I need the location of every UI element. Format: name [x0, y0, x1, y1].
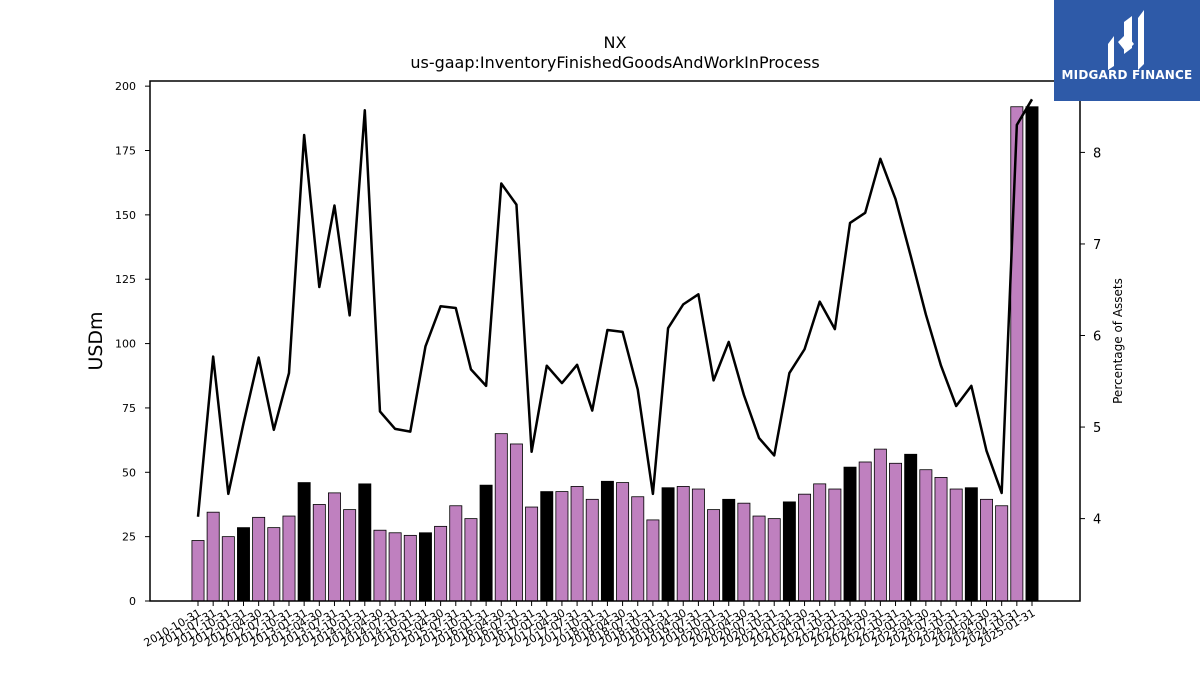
- y-tick-label: 75: [122, 402, 136, 415]
- y2-tick-label: 6: [1093, 330, 1101, 345]
- bar: [221, 536, 235, 602]
- bar: [934, 477, 948, 602]
- bar: [206, 511, 220, 602]
- bar: [964, 487, 978, 602]
- bar: [631, 496, 645, 602]
- bar: [191, 540, 205, 602]
- bar: [782, 501, 796, 602]
- bar: [418, 532, 432, 602]
- bar: [1025, 106, 1039, 602]
- bar: [343, 509, 357, 602]
- bar: [752, 515, 766, 602]
- chart-subtitle: us-gaap:InventoryFinishedGoodsAndWorkInP…: [410, 53, 819, 72]
- bar: [358, 483, 372, 602]
- line-series: [196, 98, 1034, 517]
- bar: [813, 483, 827, 602]
- bar: [297, 482, 311, 602]
- y-tick-label: 125: [115, 273, 136, 286]
- bar: [843, 466, 857, 602]
- bar: [767, 518, 781, 602]
- bar: [464, 518, 478, 602]
- left-axis-ticks: 0 25 50 75 100 125 150 175 200: [115, 80, 150, 608]
- bar: [403, 534, 417, 602]
- bar: [585, 498, 599, 602]
- midgard-logo-icon: [1108, 10, 1144, 70]
- bar: [691, 488, 705, 602]
- bar: [267, 527, 281, 602]
- bar: [858, 461, 872, 602]
- y-tick-label: 150: [115, 209, 136, 222]
- bar: [600, 480, 614, 602]
- bar: [661, 487, 675, 602]
- bar: [798, 493, 812, 602]
- bar: [555, 491, 569, 602]
- bar: [494, 433, 508, 602]
- bar: [676, 486, 690, 602]
- x-axis-ticks: 2010-10-312011-07-312011-10-312012-01-31…: [142, 601, 1038, 650]
- bar: [373, 529, 387, 602]
- y-tick-label: 0: [129, 595, 136, 608]
- bar: [434, 525, 448, 602]
- y-tick-label: 50: [122, 466, 136, 479]
- bar: [479, 484, 493, 602]
- bar: [616, 482, 630, 602]
- bar: [252, 516, 266, 602]
- y-axis-label: USDm: [85, 311, 107, 370]
- right-axis-ticks: 4 5 6 7 8: [1080, 146, 1101, 528]
- bar: [828, 488, 842, 602]
- y-tick-label: 25: [122, 531, 136, 544]
- bar: [388, 532, 402, 602]
- y2-axis-label: Percentage of Assets: [1111, 278, 1125, 404]
- y-tick-label: 175: [115, 145, 136, 158]
- y2-tick-label: 8: [1093, 146, 1101, 161]
- bar: [570, 486, 584, 602]
- bar: [282, 515, 296, 602]
- percentage-line: [196, 98, 1034, 517]
- bar: [873, 448, 887, 602]
- bar: [525, 506, 539, 602]
- bar: [646, 519, 660, 602]
- bar: [312, 504, 326, 602]
- bar: [1010, 106, 1024, 602]
- y2-tick-label: 4: [1093, 513, 1101, 528]
- y-tick-label: 100: [115, 338, 136, 351]
- bar: [889, 462, 902, 602]
- bar: [949, 488, 963, 602]
- plot-frame: [149, 80, 1081, 602]
- y-tick-label: 200: [115, 80, 136, 93]
- bar: [449, 505, 463, 602]
- bar: [995, 505, 1009, 602]
- bar: [237, 527, 250, 602]
- bar: [904, 453, 918, 602]
- bar-series: [191, 106, 1039, 602]
- midgard-finance-logo: MIDGARD FINANCE: [1054, 0, 1200, 101]
- bar: [509, 443, 523, 602]
- y2-tick-label: 5: [1093, 421, 1101, 436]
- bar: [540, 491, 554, 602]
- bar: [722, 498, 736, 602]
- bar: [328, 492, 341, 602]
- bar: [980, 498, 993, 602]
- bar: [919, 469, 933, 602]
- bar: [737, 502, 751, 602]
- chart-title: NX: [604, 33, 627, 52]
- logo-text: MIDGARD FINANCE: [1061, 68, 1193, 82]
- y2-tick-label: 7: [1093, 238, 1101, 253]
- bar: [707, 509, 721, 602]
